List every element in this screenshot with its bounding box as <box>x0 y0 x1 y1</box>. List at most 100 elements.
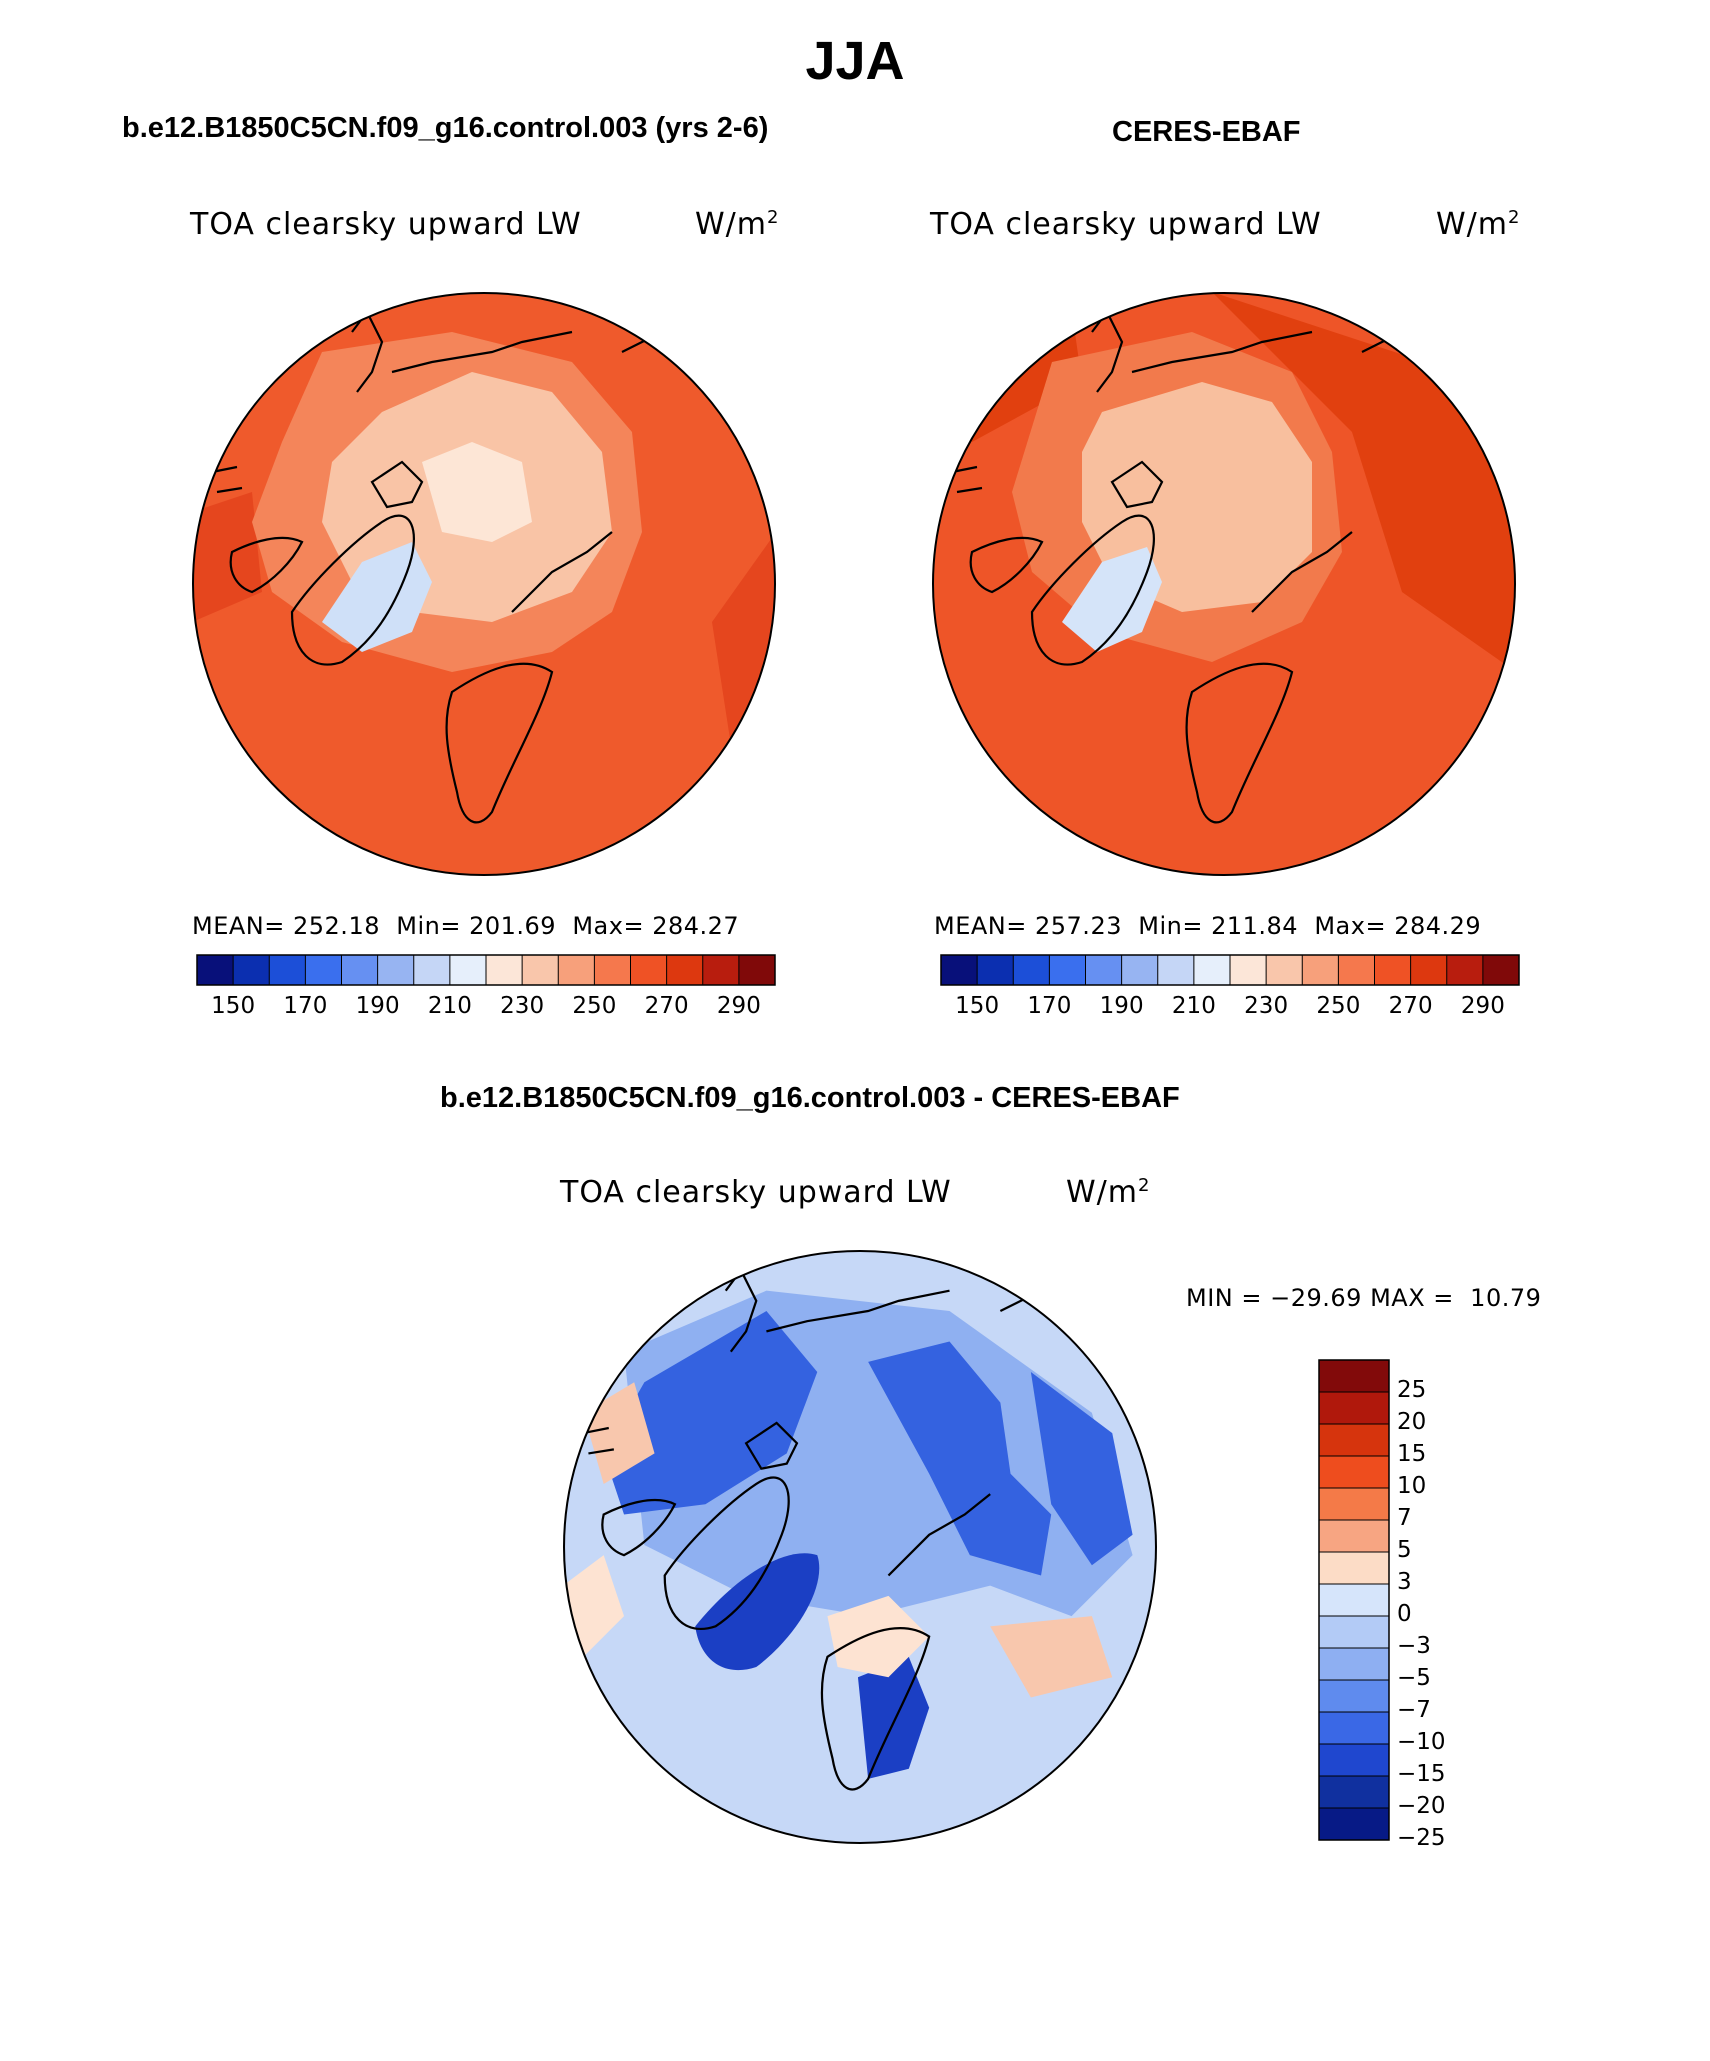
colorbar-swatch <box>977 955 1014 985</box>
model-colorbar-ticks: 150 170 190 210 230 250 270 290 <box>197 993 775 1023</box>
diff-colorbar <box>1318 1359 1390 1841</box>
colorbar-tick-label: 3 <box>1397 1569 1412 1595</box>
colorbar-swatch <box>1319 1616 1389 1649</box>
colorbar-swatch <box>1374 955 1412 985</box>
colorbar-border <box>1318 1359 1390 1841</box>
colorbar-swatch <box>1193 955 1231 985</box>
colorbar-tick-label: 190 <box>355 993 400 1019</box>
colorbar-swatch <box>522 955 559 985</box>
colorbar-tick-label: 7 <box>1397 1505 1412 1531</box>
model-max-value: 284.27 <box>652 912 740 940</box>
colorbar-swatch <box>1319 1680 1389 1713</box>
diff-panel-title: b.e12.B1850C5CN.f09_g16.control.003 - CE… <box>440 1082 1180 1114</box>
colorbar-swatch <box>305 955 342 985</box>
colorbar-swatch <box>702 955 740 985</box>
obs-stats: MEAN= 257.23 Min= 211.84 Max= 284.29 <box>934 912 1481 940</box>
colorbar-swatch <box>1302 955 1339 985</box>
colorbar-tick-label: 250 <box>1316 993 1361 1019</box>
colorbar-swatch <box>738 955 776 985</box>
obs-variable-title: TOA clearsky upward LW <box>930 207 1322 242</box>
colorbar-tick-label: 5 <box>1397 1537 1412 1563</box>
diff-stats: MIN = −29.69 MAX = 10.79 <box>1186 1284 1541 1312</box>
model-min-value: 201.69 <box>469 912 557 940</box>
colorbar-tick-label: −20 <box>1397 1793 1446 1819</box>
obs-units-base: W/m <box>1436 207 1508 242</box>
colorbar-swatch <box>594 955 631 985</box>
colorbar-tick-label: −3 <box>1397 1633 1431 1659</box>
colorbar-tick-label: 270 <box>644 993 689 1019</box>
colorbar-swatch <box>1266 955 1303 985</box>
model-units: W/m2 <box>695 207 779 242</box>
colorbar-swatch <box>666 955 704 985</box>
colorbar-tick-label: 25 <box>1397 1377 1427 1403</box>
colorbar-swatch <box>558 955 595 985</box>
colorbar-swatch <box>1319 1808 1389 1841</box>
colorbar-border <box>940 954 1520 986</box>
colorbar-swatch <box>197 955 234 985</box>
colorbar-swatch <box>1319 1712 1389 1745</box>
model-max-label: Max= <box>572 912 645 940</box>
obs-min-value: 211.84 <box>1211 912 1299 940</box>
colorbar-swatch <box>1410 955 1448 985</box>
model-min-label: Min= <box>396 912 461 940</box>
model-units-exp: 2 <box>767 207 780 228</box>
colorbar-tick-label: 290 <box>1460 993 1505 1019</box>
colorbar-swatch <box>1319 1584 1389 1617</box>
model-panel-title: b.e12.B1850C5CN.f09_g16.control.003 (yrs… <box>122 112 769 144</box>
colorbar-swatch <box>941 955 978 985</box>
diff-min-label: MIN = <box>1186 1284 1262 1312</box>
colorbar-tick-label: −10 <box>1397 1729 1446 1755</box>
colorbar-swatch <box>341 955 379 985</box>
colorbar-swatch <box>269 955 306 985</box>
diff-polar-map <box>563 1250 1157 1844</box>
colorbar-swatch <box>1319 1488 1389 1521</box>
model-mean-label: MEAN= <box>192 912 285 940</box>
obs-colorbar-ticks: 150 170 190 210 230 250 270 290 <box>941 993 1519 1023</box>
obs-units-exp: 2 <box>1508 207 1521 228</box>
colorbar-tick-label: 20 <box>1397 1409 1427 1435</box>
colorbar-swatch <box>449 955 487 985</box>
colorbar-swatch <box>1319 1360 1389 1393</box>
colorbar-swatch <box>1085 955 1123 985</box>
model-stats: MEAN= 252.18 Min= 201.69 Max= 284.27 <box>192 912 739 940</box>
colorbar-tick-label: −7 <box>1397 1697 1431 1723</box>
diff-units: W/m2 <box>1066 1175 1150 1210</box>
model-variable-title: TOA clearsky upward LW <box>190 207 582 242</box>
colorbar-swatch <box>1338 955 1375 985</box>
diff-max-label: MAX = <box>1370 1284 1454 1312</box>
figure-title: JJA <box>805 31 905 91</box>
colorbar-swatch <box>1319 1648 1389 1681</box>
diff-units-base: W/m <box>1066 1175 1138 1210</box>
colorbar-tick-label: 190 <box>1099 993 1144 1019</box>
colorbar-swatch <box>1446 955 1484 985</box>
colorbar-tick-label: 15 <box>1397 1441 1427 1467</box>
obs-units: W/m2 <box>1436 207 1520 242</box>
obs-min-label: Min= <box>1138 912 1203 940</box>
colorbar-tick-label: 210 <box>1171 993 1216 1019</box>
colorbar-swatch <box>1157 955 1195 985</box>
colorbar-swatch <box>1482 955 1520 985</box>
colorbar-swatch <box>1319 1456 1389 1489</box>
obs-polar-map <box>932 292 1516 876</box>
colorbar-tick-label: 0 <box>1397 1601 1412 1627</box>
colorbar-swatch <box>1049 955 1086 985</box>
colorbar-swatch <box>1319 1392 1389 1425</box>
model-mean-value: 252.18 <box>293 912 380 940</box>
model-colorbar <box>196 954 776 986</box>
colorbar-border <box>196 954 776 986</box>
colorbar-tick-label: 10 <box>1397 1473 1427 1499</box>
colorbar-tick-label: 290 <box>716 993 761 1019</box>
colorbar-swatch <box>1319 1776 1389 1809</box>
colorbar-swatch <box>1319 1520 1389 1553</box>
colorbar-tick-label: 230 <box>500 993 545 1019</box>
diff-min-value: −29.69 <box>1270 1284 1362 1312</box>
colorbar-tick-label: 170 <box>283 993 328 1019</box>
model-polar-map <box>192 292 776 876</box>
colorbar-tick-label: 170 <box>1027 993 1072 1019</box>
colorbar-tick-label: 150 <box>955 993 1000 1019</box>
colorbar-swatch <box>233 955 270 985</box>
colorbar-tick-label: −25 <box>1397 1825 1446 1851</box>
obs-colorbar <box>940 954 1520 986</box>
obs-panel-title: CERES-EBAF <box>1112 116 1301 148</box>
colorbar-swatch <box>1319 1424 1389 1457</box>
